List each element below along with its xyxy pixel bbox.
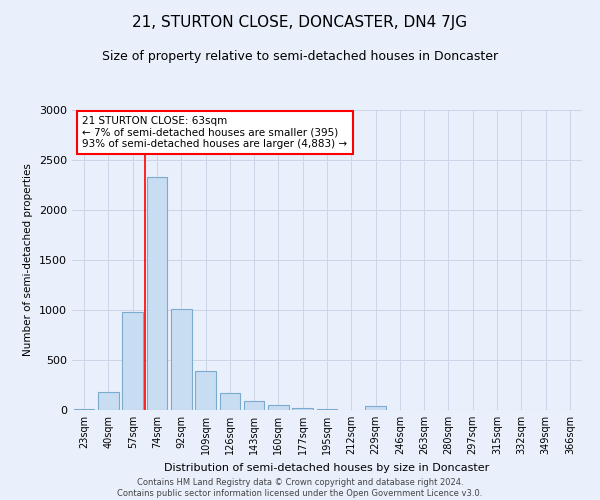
Bar <box>98 392 119 410</box>
Bar <box>317 409 337 410</box>
Text: 21, STURTON CLOSE, DONCASTER, DN4 7JG: 21, STURTON CLOSE, DONCASTER, DN4 7JG <box>133 15 467 30</box>
Text: Size of property relative to semi-detached houses in Doncaster: Size of property relative to semi-detach… <box>102 50 498 63</box>
X-axis label: Distribution of semi-detached houses by size in Doncaster: Distribution of semi-detached houses by … <box>164 462 490 472</box>
Y-axis label: Number of semi-detached properties: Number of semi-detached properties <box>23 164 34 356</box>
Bar <box>292 408 313 410</box>
Bar <box>146 177 167 410</box>
Bar <box>171 309 191 410</box>
Text: Contains HM Land Registry data © Crown copyright and database right 2024.
Contai: Contains HM Land Registry data © Crown c… <box>118 478 482 498</box>
Bar <box>220 393 240 410</box>
Text: 21 STURTON CLOSE: 63sqm
← 7% of semi-detached houses are smaller (395)
93% of se: 21 STURTON CLOSE: 63sqm ← 7% of semi-det… <box>82 116 347 149</box>
Bar <box>268 404 289 410</box>
Bar <box>365 406 386 410</box>
Bar <box>122 312 143 410</box>
Bar <box>195 371 216 410</box>
Bar <box>244 401 265 410</box>
Bar <box>74 409 94 410</box>
